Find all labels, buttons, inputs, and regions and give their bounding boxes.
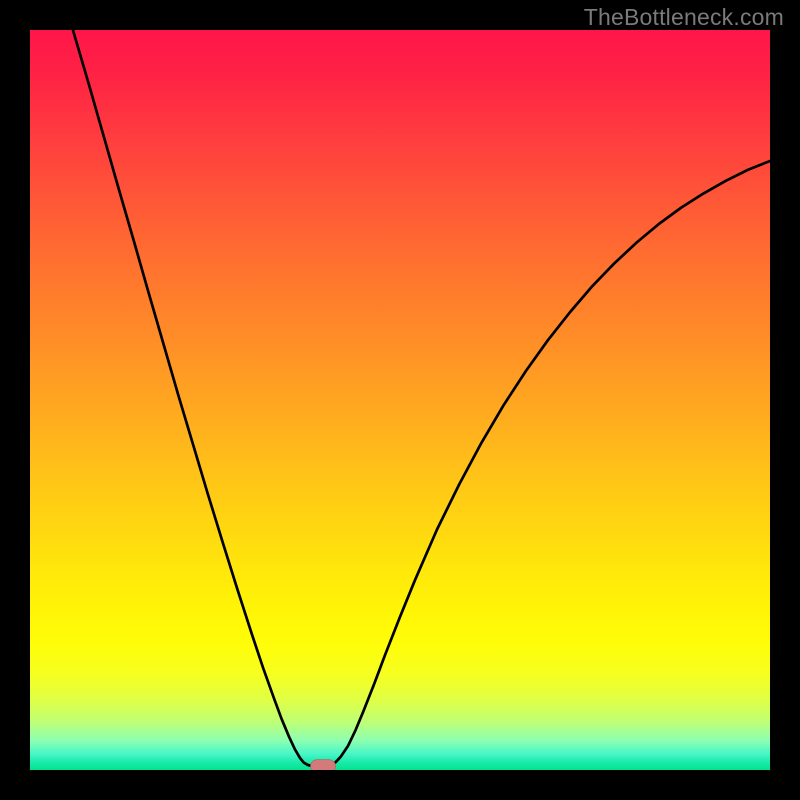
sweet-spot-marker [310,760,335,770]
plot-area [30,30,770,770]
chart-background [30,30,770,770]
bottleneck-chart [30,30,770,770]
watermark-text: TheBottleneck.com [584,4,784,31]
